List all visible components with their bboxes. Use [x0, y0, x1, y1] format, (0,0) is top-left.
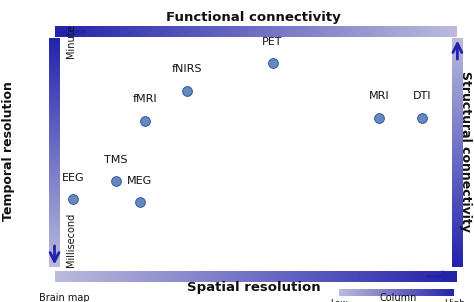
Text: Spatial resolution: Spatial resolution	[187, 281, 320, 294]
Text: MRI: MRI	[369, 91, 390, 101]
Text: fMRI: fMRI	[132, 94, 157, 104]
Text: fNIRS: fNIRS	[172, 64, 202, 74]
Text: Temporal resolution: Temporal resolution	[2, 81, 15, 221]
Text: DTI: DTI	[412, 91, 431, 101]
Text: Millisecond: Millisecond	[66, 213, 76, 267]
Text: EEG: EEG	[62, 173, 85, 183]
Text: MEG: MEG	[127, 176, 153, 186]
Text: High: High	[444, 299, 465, 302]
Text: TMS: TMS	[104, 155, 128, 165]
Text: Column: Column	[380, 293, 417, 302]
Text: Low: Low	[330, 299, 348, 302]
Text: Structural connectivity: Structural connectivity	[459, 71, 472, 231]
Text: Minute: Minute	[66, 24, 76, 58]
Text: Functional connectivity: Functional connectivity	[166, 11, 341, 24]
Text: PET: PET	[262, 37, 283, 47]
Text: Brain map: Brain map	[39, 293, 89, 302]
